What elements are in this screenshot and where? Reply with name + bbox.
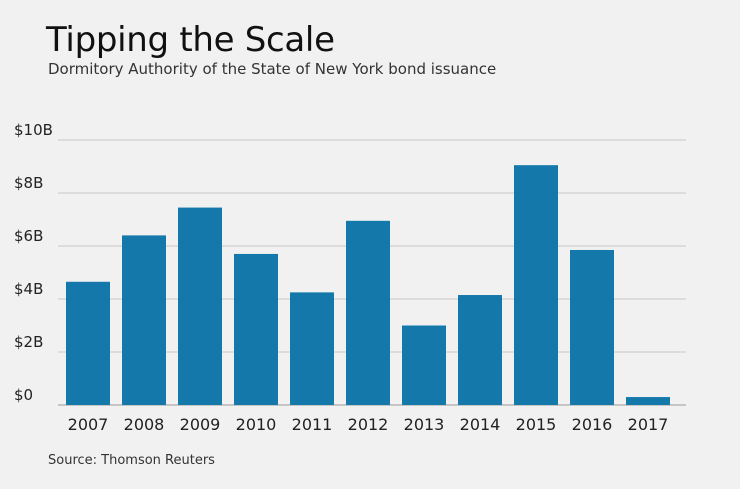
chart-subtitle: Dormitory Authority of the State of New … [48, 60, 497, 78]
y-tick-label: $6B [14, 227, 43, 245]
y-tick-label: $0 [14, 386, 33, 404]
x-tick-label: 2007 [68, 415, 109, 434]
bar-2009 [178, 207, 222, 405]
x-tick-label: 2015 [516, 415, 557, 434]
x-tick-label: 2012 [348, 415, 389, 434]
bar-2008 [122, 235, 166, 405]
x-tick-label: 2016 [572, 415, 613, 434]
y-tick-label: $4B [14, 280, 43, 298]
x-tick-label: 2009 [180, 415, 221, 434]
bar-2012 [346, 220, 390, 405]
y-tick-label: $2B [14, 333, 43, 351]
bar-2015 [514, 165, 558, 405]
bar-2014 [458, 295, 502, 405]
bar-2007 [66, 281, 110, 405]
x-tick-label: 2014 [460, 415, 501, 434]
x-tick-label: 2013 [404, 415, 445, 434]
x-tick-label: 2011 [292, 415, 333, 434]
x-tick-label: 2010 [236, 415, 277, 434]
y-tick-label: $10B [14, 121, 53, 139]
bar-2013 [402, 325, 446, 405]
x-tick-label: 2017 [628, 415, 669, 434]
source-note: Source: Thomson Reuters [48, 453, 215, 468]
bar-2010 [234, 253, 278, 405]
chart-title: Tipping the Scale [46, 20, 335, 60]
x-tick-label: 2008 [124, 415, 165, 434]
bar-2011 [290, 292, 334, 405]
bar-2016 [570, 249, 614, 405]
bar-2017 [626, 397, 670, 405]
y-tick-label: $8B [14, 174, 43, 192]
